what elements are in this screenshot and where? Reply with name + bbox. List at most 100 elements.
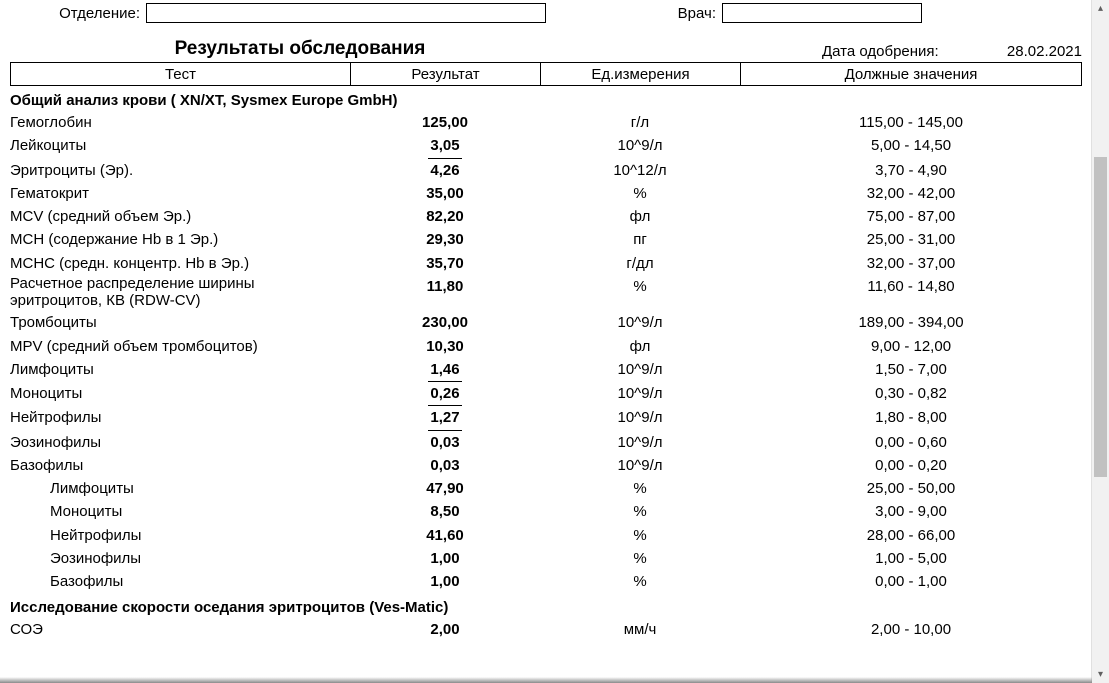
col-header-test: Тест bbox=[11, 63, 351, 86]
test-result: 0,26 bbox=[350, 382, 540, 406]
result-row: Гемоглобин125,00г/л115,00 - 145,00 bbox=[10, 111, 1082, 134]
test-unit: 10^9/л bbox=[540, 358, 740, 381]
test-name: Моноциты bbox=[10, 500, 350, 523]
result-row: Лейкоциты3,0510^9/л5,00 - 14,50 bbox=[10, 134, 1082, 158]
test-name: Нейтрофилы bbox=[10, 406, 350, 429]
scrollbar-up-button[interactable]: ▴ bbox=[1092, 0, 1109, 17]
test-unit: % bbox=[540, 477, 740, 500]
result-row: Расчетное распределение ширины эритроцит… bbox=[10, 275, 1082, 312]
meta-row: Отделение: Врач: bbox=[10, 0, 1082, 26]
test-name: СОЭ bbox=[10, 618, 350, 641]
test-reference-range: 1,80 - 8,00 bbox=[740, 406, 1082, 429]
vertical-scrollbar[interactable]: ▴ ▾ bbox=[1091, 0, 1109, 683]
test-unit: г/л bbox=[540, 111, 740, 134]
test-reference-range: 0,00 - 0,60 bbox=[740, 431, 1082, 454]
test-name: Эритроциты (Эр). bbox=[10, 159, 350, 182]
result-row: MCV (средний объем Эр.)82,20фл75,00 - 87… bbox=[10, 205, 1082, 228]
test-unit: 10^9/л bbox=[540, 311, 740, 334]
columns-header-table: Тест Результат Ед.измерения Должные знач… bbox=[10, 62, 1082, 86]
lab-report-page: Отделение: Врач: Результаты обследования… bbox=[0, 0, 1092, 642]
test-reference-range: 0,00 - 1,00 bbox=[740, 570, 1082, 593]
col-header-unit: Ед.измерения bbox=[541, 63, 741, 86]
test-reference-range: 1,50 - 7,00 bbox=[740, 358, 1082, 381]
scrollbar-track[interactable] bbox=[1092, 17, 1109, 666]
chevron-down-icon: ▾ bbox=[1098, 670, 1103, 680]
result-row: Нейтрофилы1,2710^9/л1,80 - 8,00 bbox=[10, 406, 1082, 430]
test-result: 11,80 bbox=[350, 275, 540, 298]
test-name: Моноциты bbox=[10, 382, 350, 405]
test-name: Гемоглобин bbox=[10, 111, 350, 134]
test-unit: % bbox=[540, 570, 740, 593]
doctor-field[interactable] bbox=[722, 3, 922, 23]
test-reference-range: 5,00 - 14,50 bbox=[740, 134, 1082, 157]
test-unit: г/дл bbox=[540, 252, 740, 275]
test-result: 0,03 bbox=[350, 431, 540, 454]
test-unit: мм/ч bbox=[540, 618, 740, 641]
test-result: 8,50 bbox=[350, 500, 540, 523]
test-unit: 10^9/л bbox=[540, 454, 740, 477]
test-reference-range: 11,60 - 14,80 bbox=[740, 275, 1082, 298]
result-row: Моноциты8,50%3,00 - 9,00 bbox=[10, 500, 1082, 523]
test-unit: % bbox=[540, 275, 740, 298]
test-name: Гематокрит bbox=[10, 182, 350, 205]
test-unit: % bbox=[540, 182, 740, 205]
test-unit: пг bbox=[540, 228, 740, 251]
test-unit: 10^9/л bbox=[540, 382, 740, 405]
test-unit: % bbox=[540, 524, 740, 547]
results-sections: Общий анализ крови ( XN/XT, Sysmex Europ… bbox=[10, 92, 1082, 642]
result-row: MCH (содержание Hb в 1 Эр.)29,30пг25,00 … bbox=[10, 228, 1082, 251]
test-name: MCV (средний объем Эр.) bbox=[10, 205, 350, 228]
test-unit: % bbox=[540, 500, 740, 523]
test-unit: 10^9/л bbox=[540, 431, 740, 454]
test-name: Эозинофилы bbox=[10, 431, 350, 454]
result-row: Тромбоциты230,0010^9/л189,00 - 394,00 bbox=[10, 311, 1082, 334]
document-scroll-area: Отделение: Врач: Результаты обследования… bbox=[0, 0, 1092, 683]
test-result: 1,27 bbox=[350, 406, 540, 430]
col-header-reference: Должные значения bbox=[741, 63, 1082, 86]
test-name: Тромбоциты bbox=[10, 311, 350, 334]
department-field[interactable] bbox=[146, 3, 546, 23]
test-result: 2,00 bbox=[350, 618, 540, 641]
test-reference-range: 3,00 - 9,00 bbox=[740, 500, 1082, 523]
test-result: 125,00 bbox=[350, 111, 540, 134]
result-row: MPV (средний объем тромбоцитов)10,30фл9,… bbox=[10, 335, 1082, 358]
test-name: Базофилы bbox=[10, 570, 350, 593]
test-name: Лейкоциты bbox=[10, 134, 350, 157]
result-row: Базофилы1,00%0,00 - 1,00 bbox=[10, 570, 1082, 593]
test-unit: 10^9/л bbox=[540, 406, 740, 429]
test-result: 0,03 bbox=[350, 454, 540, 477]
test-result: 41,60 bbox=[350, 524, 540, 547]
viewport: Отделение: Врач: Результаты обследования… bbox=[0, 0, 1109, 683]
test-name: Расчетное распределение ширины эритроцит… bbox=[10, 275, 350, 312]
test-name: Базофилы bbox=[10, 454, 350, 477]
test-result: 10,30 bbox=[350, 335, 540, 358]
test-reference-range: 25,00 - 50,00 bbox=[740, 477, 1082, 500]
scrollbar-thumb[interactable] bbox=[1094, 157, 1107, 477]
approval-date: 28.02.2021 bbox=[972, 43, 1082, 60]
test-result: 230,00 bbox=[350, 311, 540, 334]
result-row: Гематокрит35,00%32,00 - 42,00 bbox=[10, 182, 1082, 205]
test-name: Лимфоциты bbox=[10, 358, 350, 381]
results-header: Результаты обследования Дата одобрения: … bbox=[10, 38, 1082, 60]
test-unit: % bbox=[540, 547, 740, 570]
test-reference-range: 1,00 - 5,00 bbox=[740, 547, 1082, 570]
test-reference-range: 189,00 - 394,00 bbox=[740, 311, 1082, 334]
test-reference-range: 9,00 - 12,00 bbox=[740, 335, 1082, 358]
section-title: Исследование скорости оседания эритроцит… bbox=[10, 599, 1082, 616]
test-unit: 10^12/л bbox=[540, 159, 740, 182]
test-name: MCH (содержание Hb в 1 Эр.) bbox=[10, 228, 350, 251]
test-name: MPV (средний объем тромбоцитов) bbox=[10, 335, 350, 358]
result-row: MCHC (средн. концентр. Hb в Эр.)35,70г/д… bbox=[10, 252, 1082, 275]
test-result: 3,05 bbox=[350, 134, 540, 158]
scrollbar-down-button[interactable]: ▾ bbox=[1092, 666, 1109, 683]
test-reference-range: 115,00 - 145,00 bbox=[740, 111, 1082, 134]
result-row: СОЭ2,00мм/ч2,00 - 10,00 bbox=[10, 618, 1082, 641]
test-result: 47,90 bbox=[350, 477, 540, 500]
result-row: Эритроциты (Эр).4,2610^12/л3,70 - 4,90 bbox=[10, 159, 1082, 182]
result-row: Эозинофилы0,0310^9/л0,00 - 0,60 bbox=[10, 431, 1082, 454]
test-result: 35,70 bbox=[350, 252, 540, 275]
result-row: Лимфоциты1,4610^9/л1,50 - 7,00 bbox=[10, 358, 1082, 382]
chevron-up-icon: ▴ bbox=[1098, 4, 1103, 14]
test-reference-range: 3,70 - 4,90 bbox=[740, 159, 1082, 182]
section-title: Общий анализ крови ( XN/XT, Sysmex Europ… bbox=[10, 92, 1082, 109]
